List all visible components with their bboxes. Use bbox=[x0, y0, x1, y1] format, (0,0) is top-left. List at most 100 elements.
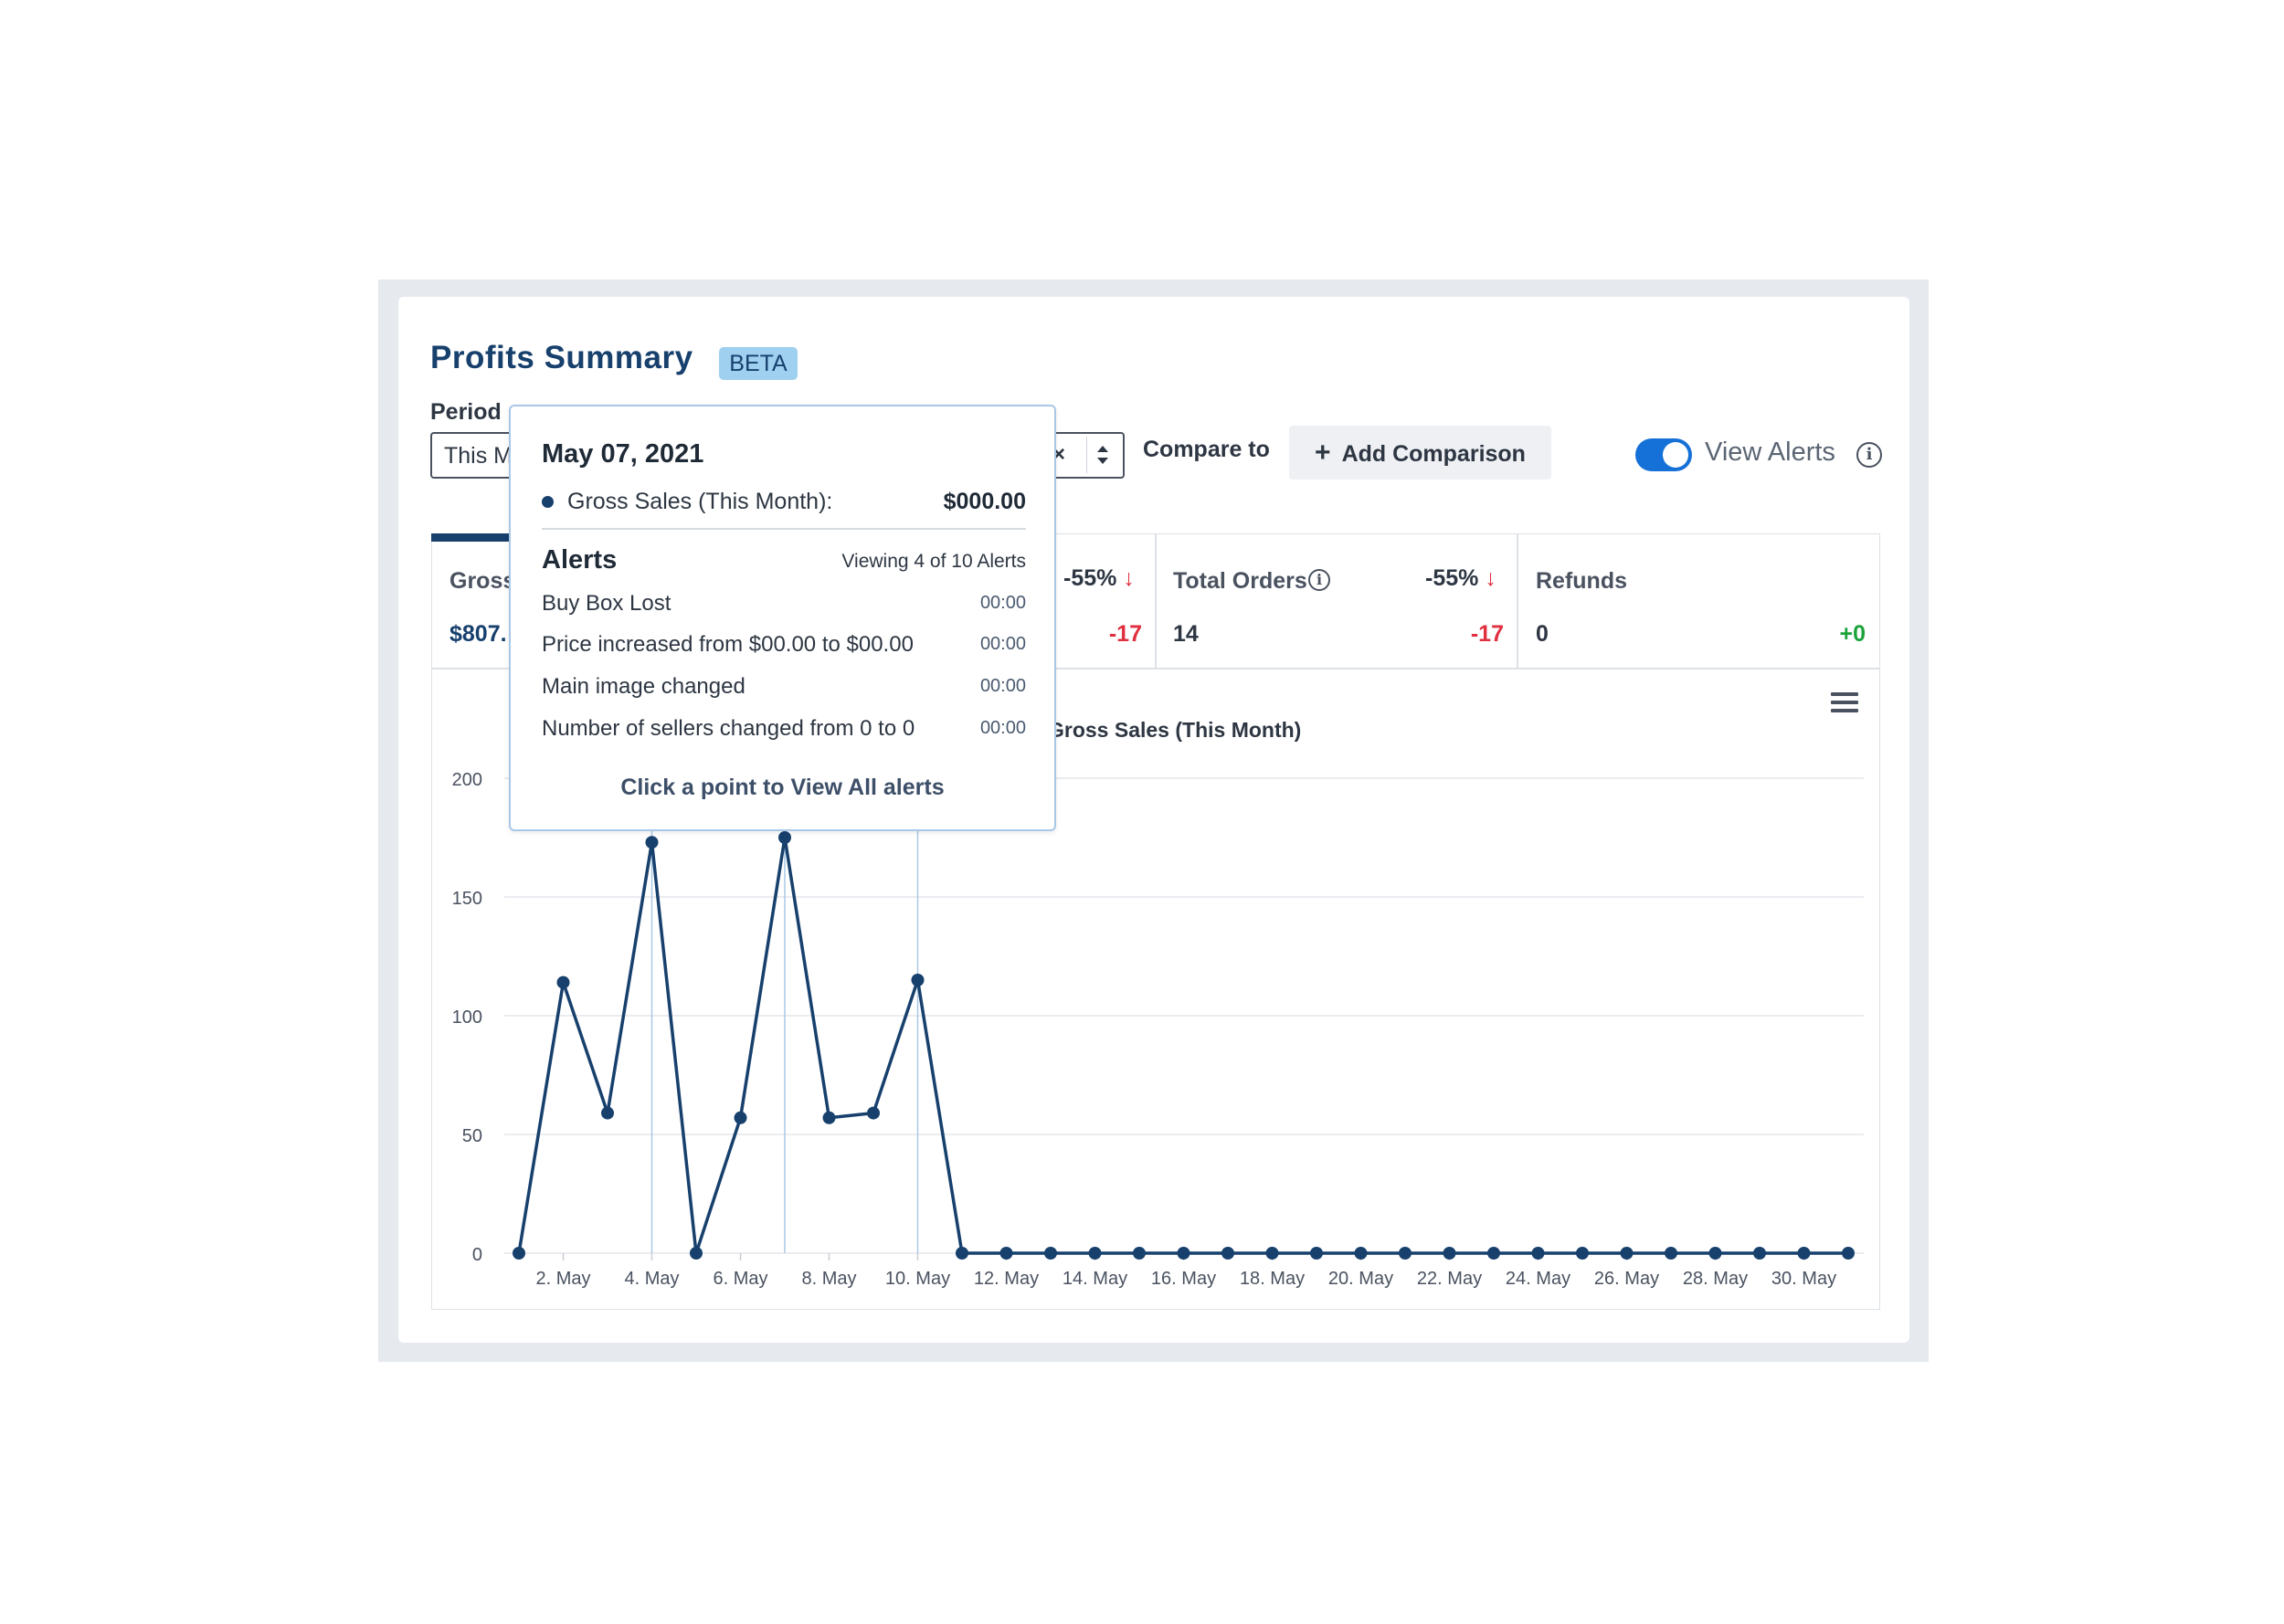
tooltip-series-label: Gross Sales (This Month): bbox=[567, 489, 833, 514]
tab-2-delta: -17 bbox=[1108, 621, 1142, 647]
x-tick-label: 10. May bbox=[885, 1269, 950, 1289]
period-label: Period bbox=[430, 399, 502, 425]
alerts-tooltip bbox=[509, 405, 1056, 831]
tab-gross-value: $807. bbox=[449, 621, 507, 647]
x-tick-label: 6. May bbox=[713, 1269, 767, 1289]
chart-menu-icon[interactable] bbox=[1831, 692, 1858, 717]
y-tick-label: 50 bbox=[462, 1126, 482, 1146]
alert-item-time: 00:00 bbox=[979, 676, 1026, 696]
tooltip-divider bbox=[542, 528, 1026, 530]
tab-divider bbox=[1155, 534, 1157, 668]
alert-item-time: 00:00 bbox=[979, 593, 1026, 613]
add-comparison-button[interactable]: + Add Comparison bbox=[1289, 426, 1551, 480]
data-point[interactable] bbox=[999, 1247, 1013, 1260]
gross-sales-line-chart[interactable]: 0 50 100 150 200 2. May 4. May 6. May 8. May 10. … bbox=[431, 669, 1880, 1308]
tab-2-pct: -55% ↓ bbox=[1063, 565, 1135, 591]
alert-item-text: Price increased from $00.00 to $00.00 bbox=[542, 632, 914, 657]
data-point[interactable] bbox=[1399, 1247, 1412, 1260]
tab-refunds-value: 0 bbox=[1536, 621, 1549, 647]
data-point[interactable] bbox=[1310, 1247, 1323, 1260]
data-point[interactable] bbox=[1354, 1247, 1368, 1260]
sort-icon[interactable] bbox=[1086, 437, 1118, 473]
view-alerts-label: View Alerts bbox=[1705, 438, 1835, 467]
x-tick-label: 8. May bbox=[801, 1269, 856, 1289]
tooltip-date: May 07, 2021 bbox=[542, 439, 704, 469]
alert-item-text: Number of sellers changed from 0 to 0 bbox=[542, 716, 915, 741]
x-tick-label: 24. May bbox=[1506, 1269, 1570, 1289]
x-tick-label: 28. May bbox=[1683, 1269, 1748, 1289]
info-icon[interactable]: i bbox=[1308, 569, 1330, 591]
arrow-down-icon: ↓ bbox=[1485, 565, 1496, 591]
data-point[interactable] bbox=[601, 1106, 614, 1120]
data-point[interactable] bbox=[1665, 1247, 1677, 1260]
data-point[interactable] bbox=[690, 1247, 703, 1260]
period-value: This M bbox=[444, 443, 513, 469]
x-tick-label: 22. May bbox=[1417, 1269, 1482, 1289]
series-marker bbox=[542, 496, 554, 508]
data-point[interactable] bbox=[822, 1111, 836, 1124]
toggle-knob bbox=[1663, 442, 1688, 468]
data-point[interactable] bbox=[778, 831, 791, 844]
y-tick-label: 200 bbox=[452, 770, 482, 790]
x-tick-label: 16. May bbox=[1151, 1269, 1216, 1289]
data-point[interactable] bbox=[1620, 1247, 1634, 1260]
y-tick-label: 0 bbox=[472, 1245, 482, 1265]
data-point[interactable] bbox=[1088, 1247, 1102, 1260]
x-tick-label: 30. May bbox=[1771, 1269, 1836, 1289]
alert-item-text: Buy Box Lost bbox=[542, 591, 671, 616]
data-point[interactable] bbox=[1221, 1247, 1234, 1260]
y-tick-label: 150 bbox=[452, 889, 482, 909]
tab-total-orders-label[interactable]: Total Orders bbox=[1173, 568, 1307, 594]
add-comparison-label: Add Comparison bbox=[1341, 441, 1526, 467]
view-all-alerts-hint[interactable]: Click a point to View All alerts bbox=[620, 775, 945, 800]
data-point[interactable] bbox=[1842, 1247, 1855, 1260]
data-point[interactable] bbox=[1797, 1247, 1811, 1260]
tab-refunds-delta: +0 bbox=[1839, 621, 1866, 647]
info-icon[interactable]: i bbox=[1856, 442, 1882, 468]
tab-gross-label[interactable]: Gross bbox=[449, 568, 516, 594]
alert-item-time: 00:00 bbox=[979, 718, 1026, 738]
alert-item-text: Main image changed bbox=[542, 674, 745, 699]
tabs-divider bbox=[431, 668, 1880, 670]
plus-icon: + bbox=[1315, 438, 1331, 468]
data-point[interactable] bbox=[556, 975, 570, 989]
tab-refunds-label[interactable]: Refunds bbox=[1536, 568, 1627, 594]
y-tick-label: 100 bbox=[452, 1007, 482, 1028]
alert-item-time: 00:00 bbox=[979, 634, 1026, 654]
data-point[interactable] bbox=[1576, 1247, 1589, 1260]
data-point[interactable] bbox=[1531, 1247, 1545, 1260]
data-point[interactable] bbox=[513, 1247, 525, 1260]
tooltip-series-value: $000.00 bbox=[943, 489, 1026, 514]
data-point[interactable] bbox=[911, 974, 925, 986]
arrow-down-icon: ↓ bbox=[1123, 565, 1135, 591]
data-point[interactable] bbox=[1044, 1247, 1057, 1260]
tab-total-orders-delta: -17 bbox=[1470, 621, 1504, 647]
data-point[interactable] bbox=[645, 836, 659, 849]
data-point[interactable] bbox=[1487, 1247, 1500, 1260]
chart-legend-label: Gross Sales (This Month) bbox=[1048, 718, 1302, 742]
x-tick-label: 4. May bbox=[624, 1269, 679, 1289]
tooltip-alerts-count: Viewing 4 of 10 Alerts bbox=[841, 551, 1026, 572]
data-point[interactable] bbox=[1443, 1247, 1456, 1260]
tab-total-orders-pct: -55% ↓ bbox=[1425, 565, 1496, 591]
x-tick-label: 14. May bbox=[1063, 1269, 1127, 1289]
page-title: Profits Summary bbox=[430, 340, 693, 375]
data-point[interactable] bbox=[1753, 1247, 1766, 1260]
data-point[interactable] bbox=[1133, 1247, 1146, 1260]
x-tick-label: 2. May bbox=[535, 1269, 590, 1289]
view-alerts-toggle[interactable] bbox=[1635, 438, 1692, 471]
data-point[interactable] bbox=[1177, 1247, 1190, 1260]
beta-badge: BETA bbox=[719, 347, 798, 380]
x-tick-label: 20. May bbox=[1328, 1269, 1393, 1289]
data-point[interactable] bbox=[734, 1111, 747, 1124]
compare-label: Compare to bbox=[1143, 437, 1270, 462]
x-tick-label: 18. May bbox=[1240, 1269, 1305, 1289]
tooltip-alerts-title: Alerts bbox=[542, 545, 618, 575]
series-line bbox=[517, 836, 1848, 1255]
x-tick-label: 12. May bbox=[974, 1269, 1039, 1289]
data-point[interactable] bbox=[1265, 1247, 1279, 1260]
data-point[interactable] bbox=[867, 1106, 880, 1120]
x-tick-label: 26. May bbox=[1594, 1269, 1659, 1289]
data-point[interactable] bbox=[1708, 1247, 1722, 1260]
data-point[interactable] bbox=[956, 1247, 968, 1260]
